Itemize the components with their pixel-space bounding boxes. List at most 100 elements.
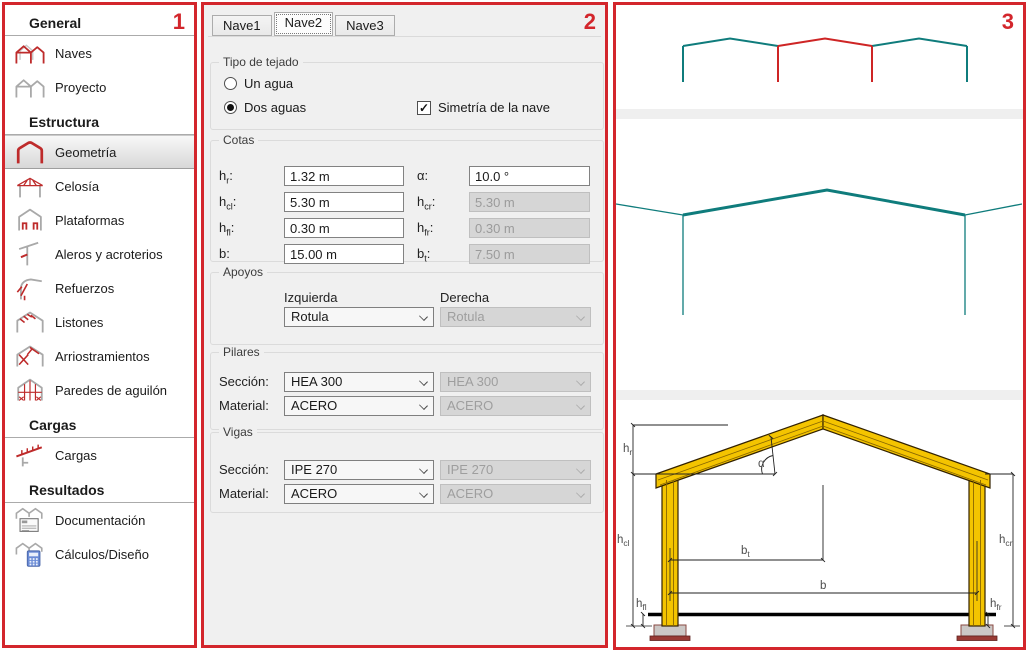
dim-label-hr: hr: [623, 443, 632, 457]
group-title: Vigas: [219, 425, 257, 439]
label-derecha: Derecha: [440, 290, 490, 305]
proyecto-icon: [12, 72, 48, 102]
combo-pilares-seccion-der: HEA 300: [440, 372, 591, 392]
group-title: Pilares: [219, 345, 264, 359]
checkbox-simetria[interactable]: Simetría de la nave: [417, 100, 550, 115]
group-title: Apoyos: [219, 265, 268, 279]
tab-nave3[interactable]: Nave3: [335, 15, 395, 36]
preview-divider: [616, 109, 1023, 119]
sidebar-item-label: Arriostramientos: [55, 348, 150, 364]
combo-vigas-seccion[interactable]: IPE 270: [284, 460, 434, 480]
paredes-icon: [12, 375, 48, 405]
input-b[interactable]: [284, 244, 404, 264]
combo-value: ACERO: [447, 398, 494, 413]
sidebar-item-cargas[interactable]: Cargas: [5, 438, 194, 472]
sidebar-item-arriostramientos[interactable]: Arriostramientos: [5, 339, 194, 373]
annotation-1: 1: [172, 9, 185, 34]
sidebar-item-label: Plataformas: [55, 212, 125, 228]
combo-value: ACERO: [291, 486, 338, 501]
group-title: Cotas: [219, 133, 259, 147]
dim-label-bt: bt: [741, 545, 750, 559]
group-pilares: Pilares Sección: HEA 300 HEA 300 Materia…: [210, 345, 604, 430]
sidebar-item-label: Paredes de aguilón: [55, 382, 168, 398]
preview-divider: [616, 390, 1023, 400]
selected-nave-drawing: [616, 188, 1022, 315]
combo-pilares-material[interactable]: ACERO: [284, 396, 434, 416]
chevron-down-icon: [419, 377, 428, 386]
checkbox-box[interactable]: [417, 100, 431, 115]
dim-label-hcr: hcr: [999, 534, 1013, 548]
sidebar-item-plataformas[interactable]: Plataformas: [5, 203, 194, 237]
combo-value: IPE 270: [447, 462, 494, 477]
sidebar-item-label: Naves: [55, 45, 92, 61]
celosia-icon: [12, 171, 48, 201]
chevron-down-icon: [419, 401, 428, 410]
label-seccion: Sección:: [219, 462, 269, 477]
input-bt: [469, 244, 590, 264]
input-hfl[interactable]: [284, 218, 404, 238]
chevron-down-icon: [576, 465, 585, 474]
chevron-down-icon: [419, 489, 428, 498]
input-hr[interactable]: [284, 166, 404, 186]
group-apoyos: Apoyos Izquierda Rotula Derecha Rotula: [210, 265, 604, 345]
combo-vigas-material-der: ACERO: [440, 484, 591, 504]
sidebar-item-geometria[interactable]: Geometría: [5, 135, 194, 169]
combo-vigas-material[interactable]: ACERO: [284, 484, 434, 504]
listones-icon: [12, 307, 48, 337]
combo-apoyo-izquierda[interactable]: Rotula: [284, 307, 434, 327]
sidebar-item-label: Listones: [55, 314, 104, 330]
field-label-b: b:: [219, 246, 230, 261]
field-label-hfl: hfl:: [219, 220, 235, 238]
radio-dos-aguas[interactable]: Dos aguas: [224, 100, 306, 115]
combo-value: ACERO: [447, 486, 494, 501]
tab-nave2[interactable]: Nave2: [273, 12, 334, 36]
cargas-icon: [12, 440, 48, 470]
refuerzos-icon: [12, 273, 48, 303]
checkbox-label: Simetría de la nave: [438, 100, 551, 115]
chevron-down-icon: [576, 401, 585, 410]
sidebar-item-calculos[interactable]: Cálculos/Diseño: [5, 537, 194, 571]
input-hfr: [469, 218, 590, 238]
sidebar-item-celosia[interactable]: Celosía: [5, 169, 194, 203]
radio-un-agua[interactable]: Un agua: [224, 76, 293, 91]
sidebar-item-listones[interactable]: Listones: [5, 305, 194, 339]
selected-nave-highlight: [777, 37, 873, 82]
documentacion-icon: [12, 505, 48, 535]
radio-circle[interactable]: [224, 77, 237, 90]
sidebar-header-general: General: [5, 5, 194, 36]
group-title: Tipo de tejado: [219, 55, 303, 69]
sidebar-item-proyecto[interactable]: Proyecto: [5, 70, 194, 104]
sidebar-item-label: Geometría: [55, 144, 117, 160]
annotation-2: 2: [583, 9, 596, 34]
radio-circle[interactable]: [224, 101, 237, 114]
chevron-down-icon: [576, 312, 585, 321]
sidebar-item-documentacion[interactable]: Documentación: [5, 503, 194, 537]
preview-panel: 3: [613, 2, 1026, 650]
chevron-down-icon: [419, 312, 428, 321]
sidebar-item-aleros[interactable]: Aleros y acroterios: [5, 237, 194, 271]
label-material: Material:: [219, 398, 269, 413]
form-panel: 2 Nave1 Nave2 Nave3 Tipo de tejado Un ag…: [201, 2, 608, 648]
chevron-down-icon: [576, 489, 585, 498]
tab-nave1[interactable]: Nave1: [212, 15, 272, 36]
input-alpha[interactable]: [469, 166, 590, 186]
sidebar-item-label: Cálculos/Diseño: [55, 546, 149, 562]
sidebar-item-naves[interactable]: Naves: [5, 36, 194, 70]
sidebar-item-paredes[interactable]: Paredes de aguilón: [5, 373, 194, 407]
aleros-icon: [12, 239, 48, 269]
sidebar-panel: 1 General Naves Proyecto Estructura Geom…: [2, 2, 197, 648]
combo-vigas-seccion-der: IPE 270: [440, 460, 591, 480]
sidebar-item-label: Aleros y acroterios: [55, 246, 163, 262]
combo-value: IPE 270: [291, 462, 338, 477]
combo-value: ACERO: [291, 398, 338, 413]
footing-left: [649, 624, 691, 641]
combo-pilares-seccion[interactable]: HEA 300: [284, 372, 434, 392]
plataformas-icon: [12, 205, 48, 235]
geometria-icon: [12, 137, 48, 167]
annotation-3: 3: [1001, 9, 1014, 34]
field-label-hcr: hcr:: [417, 194, 436, 212]
footing-right: [956, 624, 998, 641]
combo-value: HEA 300: [447, 374, 499, 389]
sidebar-item-refuerzos[interactable]: Refuerzos: [5, 271, 194, 305]
input-hcl[interactable]: [284, 192, 404, 212]
